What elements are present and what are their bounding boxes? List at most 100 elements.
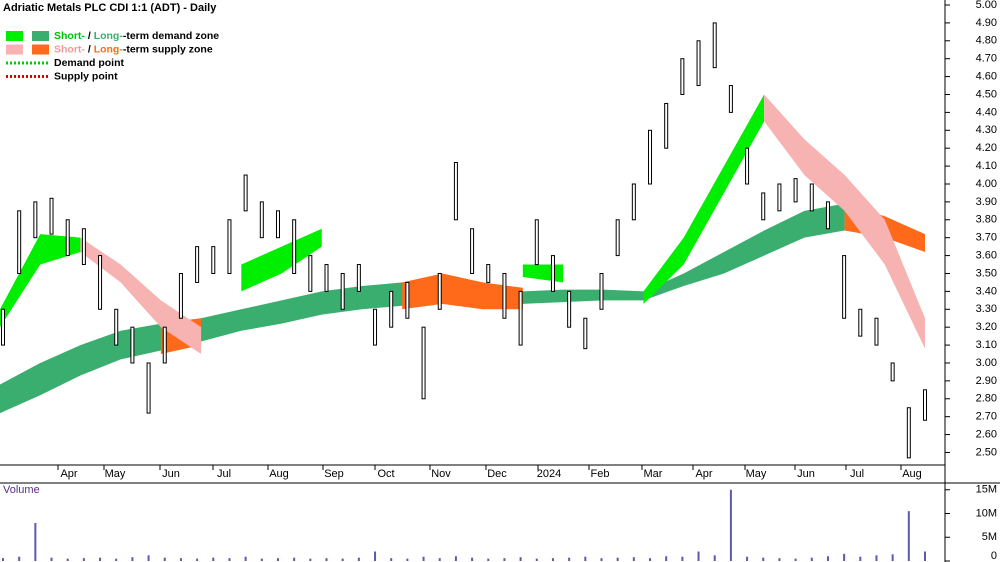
x-tick-label: Dec — [487, 468, 507, 480]
price-bar — [728, 85, 733, 113]
price-bar — [308, 255, 313, 292]
price-bar — [227, 219, 232, 274]
price-bar — [664, 102, 669, 149]
price-bar — [243, 174, 248, 212]
legend-label: Supply point — [54, 70, 118, 82]
legend-text: Demand point — [54, 57, 125, 69]
y-tick-label: 3.60 — [976, 249, 997, 261]
volume-bar — [341, 558, 344, 561]
y-tick-label: 2.80 — [976, 393, 997, 405]
volume-bar — [406, 558, 409, 561]
price-bar — [33, 201, 38, 239]
legend-text: Long- — [94, 43, 124, 55]
volume-bar — [228, 558, 231, 561]
price-bar — [631, 183, 636, 221]
volume-bar — [390, 558, 393, 561]
volume-bar — [131, 557, 134, 561]
volume-bar — [244, 556, 247, 561]
volume-bar — [422, 556, 425, 561]
volume-bar — [600, 558, 603, 561]
volume-bar — [729, 489, 732, 561]
y-tick-label: 4.30 — [976, 124, 997, 136]
price-bar — [696, 40, 701, 87]
volume-bar — [99, 557, 102, 561]
x-tick-label: 2024 — [537, 468, 561, 480]
price-bar — [340, 272, 345, 310]
volume-bar — [147, 555, 150, 561]
volume-bar — [196, 558, 199, 561]
zone-band — [643, 94, 765, 304]
volume-bar — [357, 557, 360, 561]
price-bar — [615, 219, 620, 257]
price-bar — [809, 183, 814, 212]
volume-bar — [503, 558, 506, 561]
x-tick-label: May — [105, 468, 126, 480]
chart-title: Adriatic Metals PLC CDI 1:1 (ADT) - Dail… — [3, 2, 217, 14]
x-tick-label: Jun — [162, 468, 180, 480]
price-bar — [745, 147, 750, 185]
price-bar — [599, 272, 604, 310]
price-bar — [534, 219, 539, 266]
volume-bar — [66, 558, 69, 561]
legend-text: / — [85, 43, 94, 55]
price-bar — [178, 272, 183, 319]
volume-bar — [924, 551, 926, 561]
price-bar — [583, 317, 588, 350]
price-bar — [486, 264, 491, 283]
legend-swatch — [6, 31, 23, 41]
price-bar — [502, 272, 507, 319]
y-tick-label: 5M — [982, 531, 997, 543]
volume-bar — [212, 557, 215, 561]
x-tick-label: May — [746, 468, 767, 480]
y-tick-label: 10M — [976, 507, 997, 519]
zone-band — [764, 94, 925, 349]
price-bar — [680, 58, 685, 95]
legend-text: Supply point — [54, 70, 118, 82]
x-tick-label: Aug — [902, 468, 922, 480]
y-tick-label: 15M — [976, 484, 997, 496]
x-tick-label: Sep — [324, 468, 344, 480]
y-tick-label: 3.30 — [976, 303, 997, 315]
x-tick-label: Oct — [377, 468, 394, 480]
volume-bar — [115, 558, 118, 561]
x-tick-label: Apr — [60, 468, 77, 480]
legend-label: Demand point — [54, 57, 125, 69]
volume-bar — [778, 558, 781, 561]
y-tick-label: 3.40 — [976, 285, 997, 297]
volume-bar — [82, 558, 85, 561]
price-bar — [1, 308, 5, 346]
legend-text: -term supply zone — [123, 43, 213, 55]
volume-bar — [454, 556, 457, 561]
price-bar — [437, 272, 442, 310]
y-tick-label: 3.70 — [976, 232, 997, 244]
volume-bar — [568, 557, 571, 561]
zone-band — [241, 228, 322, 292]
volume-bar — [519, 557, 522, 561]
price-bar — [567, 290, 572, 328]
price-bar — [453, 162, 458, 221]
volume-bar — [260, 558, 263, 561]
volume-bar — [649, 558, 652, 561]
volume-bar — [762, 557, 765, 561]
y-tick-label: 3.10 — [976, 339, 997, 351]
price-bar — [842, 255, 847, 319]
price-bar — [648, 129, 653, 185]
x-tick-label: Apr — [695, 468, 712, 480]
volume-bar — [438, 558, 441, 561]
y-tick-label: 4.60 — [976, 71, 997, 83]
price-bar — [923, 389, 927, 421]
volume-bar — [616, 557, 619, 561]
x-tick-label: Mar — [644, 468, 663, 480]
price-bar — [890, 362, 895, 382]
x-tick-label: Jul — [850, 468, 864, 480]
y-tick-label: 2.50 — [976, 446, 997, 458]
price-bar — [130, 326, 135, 364]
price-bar — [761, 192, 766, 221]
volume-bar — [163, 557, 166, 561]
y-tick-label: 2.70 — [976, 411, 997, 423]
price-bar — [405, 281, 410, 319]
legend-swatch — [6, 44, 23, 55]
x-tick-label: Feb — [591, 468, 610, 480]
volume-bar — [907, 511, 910, 561]
zone-band — [402, 273, 523, 310]
